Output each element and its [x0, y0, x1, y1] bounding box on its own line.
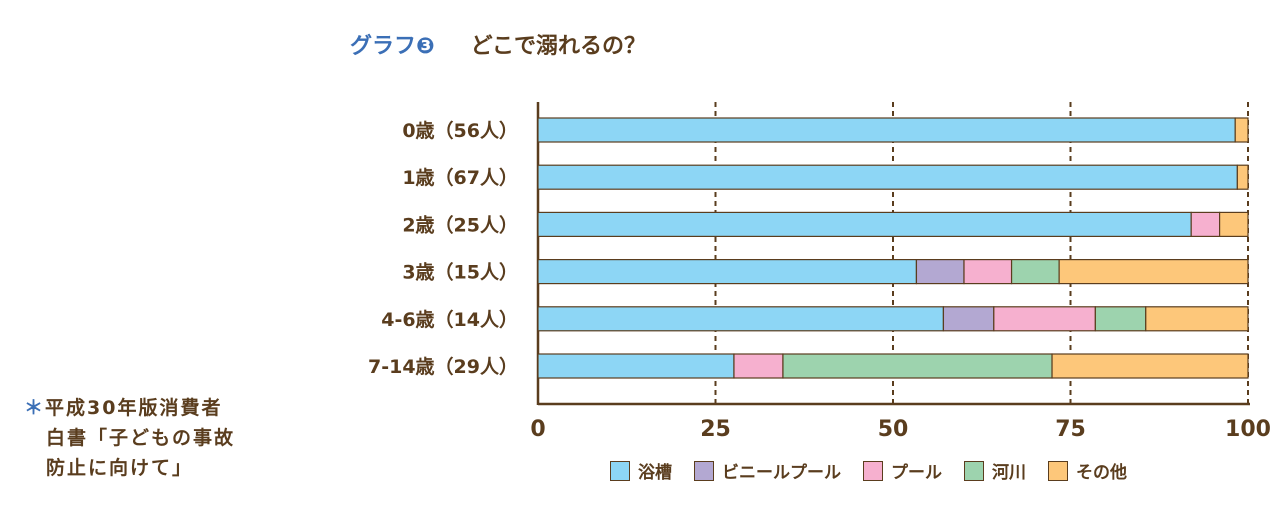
x-tick-label: 100 — [1225, 417, 1271, 442]
category-label: 2歳（25人） — [402, 213, 518, 236]
x-tick-label: 75 — [1055, 417, 1086, 442]
legend-label: プール — [891, 463, 942, 483]
category-label: 1歳（67人） — [402, 166, 518, 189]
footnote: ＊平成30年版消費者 白書「子どもの事故 防止に向けて」 — [24, 393, 235, 483]
footnote-line: 防止に向けて」 — [46, 457, 194, 479]
category-label: 0歳（56人） — [402, 119, 518, 142]
legend-label: その他 — [1076, 463, 1127, 483]
bar-segment — [1094, 306, 1147, 332]
bar-segment — [537, 306, 945, 332]
bar-segment — [1010, 259, 1060, 285]
legend-item: ビニールプール — [694, 458, 841, 483]
legend-item: その他 — [1048, 458, 1127, 483]
bar-segment — [1236, 164, 1249, 190]
legend-item: 河川 — [964, 458, 1026, 483]
bar-segment — [782, 353, 1053, 379]
legend-label: 河川 — [992, 463, 1026, 483]
bar-segment — [733, 353, 784, 379]
x-tick-label: 50 — [878, 417, 909, 442]
legend-item: プール — [863, 458, 942, 483]
bar-segment — [537, 117, 1236, 143]
category-label: 4-6歳（14人） — [381, 308, 518, 331]
category-label: 3歳（15人） — [402, 261, 518, 284]
asterisk: ＊ — [24, 397, 46, 419]
bar-segment — [537, 164, 1238, 190]
chart-title: グラフ❸ どこで溺れるの？ — [350, 28, 646, 60]
x-tick-label: 25 — [700, 417, 731, 442]
bar-segment — [1145, 306, 1249, 332]
legend-swatch — [1048, 460, 1068, 481]
legend-swatch — [694, 460, 714, 481]
legend-label: 浴槽 — [638, 463, 672, 483]
legend-item: 浴槽 — [610, 458, 672, 483]
bar-segment — [993, 306, 1096, 332]
category-label: 7-14歳（29人） — [368, 355, 518, 378]
bar-segment — [1218, 211, 1249, 237]
legend-label: ビニールプール — [722, 463, 841, 483]
x-tick-label: 0 — [530, 417, 545, 442]
bar-segment — [1190, 211, 1221, 237]
bar-segment — [1234, 117, 1249, 143]
bar-segment — [1058, 259, 1249, 285]
bar-segment — [963, 259, 1013, 285]
footnote-line: 白書「子どもの事故 — [46, 427, 236, 449]
legend: 浴槽 ビニールプール プール 河川 その他 — [610, 458, 1127, 483]
bar-segment — [537, 353, 735, 379]
bar-segment — [537, 259, 918, 285]
legend-swatch — [610, 460, 630, 481]
bar-segment — [1051, 353, 1249, 379]
legend-swatch — [863, 460, 883, 481]
bar-segment — [942, 306, 995, 332]
legend-swatch — [964, 460, 984, 481]
chart-number: グラフ❸ — [350, 34, 435, 59]
bar-segment — [537, 211, 1192, 237]
chart-title-text: どこで溺れるの？ — [470, 34, 646, 59]
bar-segment — [915, 259, 965, 285]
footnote-line: 平成30年版消費者 — [45, 397, 223, 419]
